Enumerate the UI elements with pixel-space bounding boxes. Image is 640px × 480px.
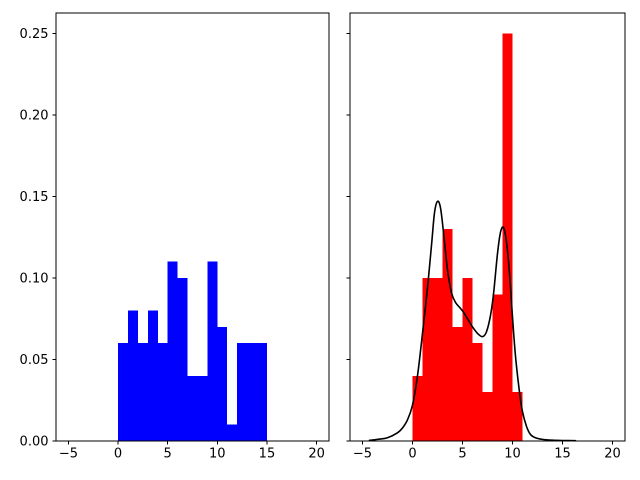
histogram-bar-left <box>167 261 178 441</box>
histogram-bar-left <box>137 343 148 441</box>
histogram-bar-left <box>227 424 238 441</box>
histogram-bar-left <box>177 277 188 441</box>
histogram-bar-right <box>442 229 453 441</box>
histogram-bar-right <box>412 375 423 441</box>
x-tick-label-right: 20 <box>604 446 621 461</box>
histogram-bar-left <box>217 326 228 441</box>
histogram-bar-right <box>502 33 513 441</box>
y-tick-label-left: 0.10 <box>20 271 49 286</box>
histogram-bar-right <box>472 343 483 441</box>
histogram-bar-left <box>237 343 248 441</box>
histogram-bar-right <box>482 392 493 441</box>
y-tick-label-left: 0.25 <box>20 27 49 42</box>
x-tick-label-left: 10 <box>209 446 226 461</box>
x-tick-label-left: 0 <box>114 446 122 461</box>
kde-curve <box>368 200 577 442</box>
x-tick-label-left: 15 <box>259 446 276 461</box>
histogram-bar-left <box>257 343 267 441</box>
axes-spines-right <box>349 12 626 442</box>
axes-spines-left <box>55 12 330 442</box>
x-tick-label-left: 20 <box>308 446 325 461</box>
histogram-bar-right <box>422 277 433 441</box>
histogram-bar-left <box>147 310 158 441</box>
histogram-bar-left <box>197 375 208 441</box>
x-tick-label-right: 10 <box>504 446 521 461</box>
x-tick-label-left: −5 <box>59 446 78 461</box>
x-tick-label-right: 15 <box>554 446 571 461</box>
histogram-bar-left <box>127 310 138 441</box>
histogram-bar-left <box>187 375 198 441</box>
x-tick-label-right: 0 <box>408 446 416 461</box>
x-tick-label-right: −5 <box>353 446 372 461</box>
histogram-bar-right <box>452 326 463 441</box>
y-tick-label-left: 0.15 <box>20 190 49 205</box>
histogram-bar-right <box>462 277 473 441</box>
histogram-bar-left <box>207 261 218 441</box>
axes-background-left <box>56 13 329 441</box>
histogram-bar-left <box>247 343 258 441</box>
histogram-bar-left <box>157 343 168 441</box>
x-tick-label-left: 5 <box>164 446 172 461</box>
y-tick-label-left: 0.05 <box>20 353 49 368</box>
x-tick-label-right: 5 <box>458 446 466 461</box>
y-tick-label-left: 0.00 <box>20 434 49 449</box>
histogram-bar-right <box>512 392 523 441</box>
histogram-bar-right <box>432 277 443 441</box>
axes-background-right <box>350 13 625 441</box>
y-tick-label-left: 0.20 <box>20 108 49 123</box>
histogram-bar-left <box>118 343 128 441</box>
histogram-bar-right <box>492 294 503 441</box>
